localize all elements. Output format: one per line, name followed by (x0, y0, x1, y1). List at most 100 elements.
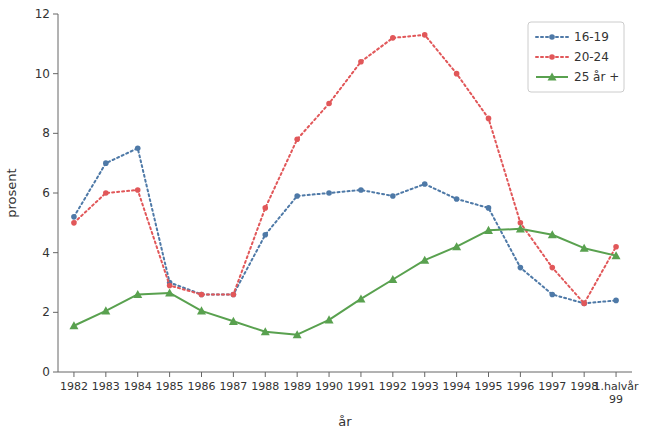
x-tick-label-line: 1989 (283, 380, 311, 393)
legend-box (528, 22, 624, 92)
x-tick-label: 1989 (283, 380, 311, 393)
point (229, 317, 238, 325)
x-tick-label-line: 1986 (188, 380, 216, 393)
point (518, 265, 524, 271)
series-line (74, 148, 616, 303)
point (580, 244, 589, 252)
x-tick (105, 372, 106, 377)
x-tick-label: 1995 (475, 380, 503, 393)
x-axis-line (58, 372, 632, 373)
point (422, 32, 428, 38)
x-tick-label: 1996 (506, 380, 534, 393)
x-tick-label-line: 1997 (538, 380, 566, 393)
series (69, 224, 620, 338)
point (390, 193, 396, 199)
point (516, 224, 525, 232)
x-tick (584, 372, 585, 377)
x-tick (233, 372, 234, 377)
legend: 16-19 20-24 25 år + (528, 22, 624, 92)
x-axis-label: år (338, 414, 352, 429)
point (103, 160, 109, 166)
x-tick-label-line: 1995 (475, 380, 503, 393)
x-tick (424, 372, 425, 377)
x-tick-label: 1986 (188, 380, 216, 393)
y-tick (53, 73, 58, 74)
x-tick-label: 1990 (315, 380, 343, 393)
point (356, 294, 365, 302)
x-tick-label: 1993 (411, 380, 439, 393)
x-tick (360, 372, 361, 377)
x-tick-label: 1985 (156, 380, 184, 393)
point (69, 321, 78, 329)
x-tick-label-line: 1982 (60, 380, 88, 393)
point (101, 306, 110, 314)
point (71, 220, 77, 226)
x-tick (137, 372, 138, 377)
point (612, 251, 621, 259)
x-tick (297, 372, 298, 377)
point (261, 327, 270, 335)
y-tick (53, 312, 58, 313)
x-tick (329, 372, 330, 377)
x-tick (552, 372, 553, 377)
point (549, 292, 555, 298)
point (71, 214, 77, 220)
point (420, 256, 429, 264)
y-tick (53, 372, 58, 373)
point (454, 196, 460, 202)
x-tick-label-line: 99 (609, 393, 623, 406)
x-tick-label-line: 1984 (124, 380, 152, 393)
x-tick-label-line: 1992 (379, 380, 407, 393)
x-tick (520, 372, 521, 377)
y-axis-label: prosent (4, 168, 19, 217)
axes: 0246810121982198319841985198619871988198… (35, 7, 639, 406)
point (388, 275, 397, 283)
point (133, 290, 142, 298)
x-tick-label: 1991 (347, 380, 375, 393)
x-tick (73, 372, 74, 377)
x-tick (488, 372, 489, 377)
chart: 0246810121982198319841985198619871988198… (0, 0, 646, 434)
y-tick (53, 252, 58, 253)
x-tick-label: 1988 (251, 380, 279, 393)
x-tick (265, 372, 266, 377)
legend-label: 20-24 (574, 50, 609, 64)
x-tick-label-line: 1991 (347, 380, 375, 393)
x-tick-label-line: 1987 (219, 380, 247, 393)
x-tick-label: 1997 (538, 380, 566, 393)
point (326, 101, 332, 107)
y-tick-label: 6 (42, 186, 50, 200)
series (71, 145, 619, 306)
y-tick-label: 12 (35, 7, 50, 21)
point (549, 265, 555, 271)
point (325, 315, 334, 323)
x-tick-label: 1987 (219, 380, 247, 393)
x-tick-label: 1984 (124, 380, 152, 393)
legend-label: 16-19 (574, 30, 609, 44)
x-tick-label: 1994 (443, 380, 471, 393)
legend-label: 25 år + (574, 70, 619, 84)
x-tick-label-line: 1.halvår (594, 380, 640, 393)
x-tick-label-line: 1996 (506, 380, 534, 393)
x-tick-label-line: 1983 (92, 380, 120, 393)
point (422, 181, 428, 187)
x-tick (169, 372, 170, 377)
point (390, 35, 396, 41)
point (135, 145, 141, 151)
point (103, 190, 109, 196)
legend-marker (548, 73, 557, 81)
y-tick (53, 14, 58, 15)
point (581, 301, 587, 307)
y-tick (53, 133, 58, 134)
point (454, 71, 460, 77)
point (293, 330, 302, 338)
point (262, 232, 268, 238)
point (294, 137, 300, 143)
y-tick-label: 2 (42, 305, 50, 319)
point (486, 205, 492, 211)
point (199, 292, 205, 298)
point (262, 205, 268, 211)
point (135, 187, 141, 193)
legend-marker (549, 34, 555, 40)
x-tick-label-line: 1994 (443, 380, 471, 393)
